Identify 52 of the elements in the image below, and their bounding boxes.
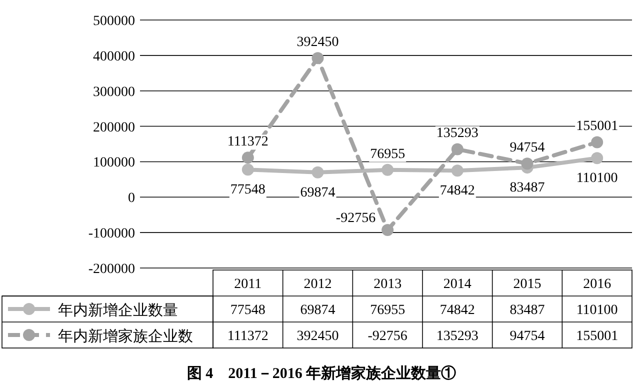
point	[451, 164, 464, 177]
y-tick-label: 100000	[93, 156, 135, 171]
data-label: 155001	[576, 119, 618, 134]
text: -92756	[368, 329, 408, 344]
data-label: 83487	[510, 180, 545, 196]
data-label: -92756	[336, 211, 376, 226]
data-label: 392450	[296, 35, 339, 50]
text: 83487	[510, 303, 545, 318]
text: 69874	[300, 303, 336, 318]
point	[312, 52, 324, 64]
point	[451, 143, 464, 156]
text: 111372	[227, 329, 268, 344]
point	[312, 166, 324, 178]
y-tick-label: -100000	[88, 226, 135, 242]
data-label: 110100	[576, 171, 618, 186]
x-tick-label: 2014	[443, 277, 472, 292]
data-label: 69874	[300, 185, 336, 200]
point	[591, 152, 604, 164]
point	[382, 224, 394, 236]
data-label: 76955	[370, 146, 406, 162]
text: 135293	[436, 329, 478, 344]
point	[521, 158, 534, 170]
y-tick-label: 0	[128, 191, 135, 206]
point	[242, 152, 254, 164]
data-label: 74842	[440, 184, 475, 199]
point	[382, 164, 394, 176]
x-tick-label: 2011	[234, 277, 262, 292]
text: 392450	[296, 329, 339, 344]
y-tick-label: 400000	[93, 49, 135, 64]
y-tick-label: 200000	[93, 120, 135, 136]
y-tick-label: 500000	[93, 14, 135, 29]
y-tick-label: -200000	[88, 262, 135, 277]
x-tick-label: 2016	[583, 277, 612, 292]
data-label: 111372	[227, 134, 268, 150]
text: 110100	[576, 303, 618, 318]
text: 74842	[440, 303, 475, 318]
legend-label: 年内新增家族企业数	[58, 328, 193, 345]
data-label: 94754	[510, 140, 545, 156]
point	[591, 136, 604, 148]
x-tick-label: 2012	[304, 277, 332, 292]
text: 94754	[510, 329, 545, 344]
text: 155001	[576, 329, 618, 344]
x-tick-label: 2015	[513, 277, 542, 292]
text: 77548	[230, 303, 266, 318]
text: 图 4 2011－2016 年新增家族企业数量①	[186, 364, 456, 382]
legend-label: 年内新增企业数量	[58, 302, 178, 319]
y-tick-label: 300000	[93, 84, 135, 100]
point	[242, 164, 254, 176]
data-label: 135293	[436, 126, 478, 142]
x-tick-label: 2013	[374, 277, 402, 292]
text: 76955	[370, 303, 406, 318]
data-label: 77548	[230, 182, 266, 198]
